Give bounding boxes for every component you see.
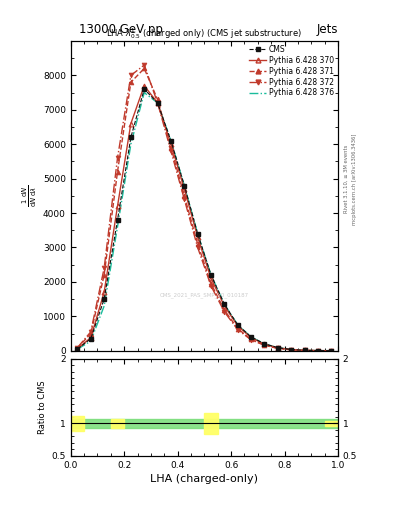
Title: LHA $\lambda^{1}_{0.5}$ (charged only) (CMS jet substructure): LHA $\lambda^{1}_{0.5}$ (charged only) (…	[107, 26, 302, 41]
Text: mcplots.cern.ch [arXiv:1306.3436]: mcplots.cern.ch [arXiv:1306.3436]	[352, 134, 357, 225]
Text: Rivet 3.1.10, ≥ 3M events: Rivet 3.1.10, ≥ 3M events	[344, 145, 349, 214]
Bar	[325, 421, 338, 426]
X-axis label: LHA (charged-only): LHA (charged-only)	[151, 474, 258, 484]
Y-axis label: Ratio to CMS: Ratio to CMS	[39, 380, 47, 434]
Bar	[204, 413, 218, 434]
Bar	[111, 419, 124, 428]
Y-axis label: $\frac{1}{\mathrm{d}N}\frac{\mathrm{d}N}{\mathrm{d}\lambda}$: $\frac{1}{\mathrm{d}N}\frac{\mathrm{d}N}…	[20, 185, 39, 207]
Legend: CMS, Pythia 6.428 370, Pythia 6.428 371, Pythia 6.428 372, Pythia 6.428 376: CMS, Pythia 6.428 370, Pythia 6.428 371,…	[248, 43, 336, 99]
Text: Jets: Jets	[316, 23, 338, 36]
Text: CMS_2021_PAS_SMP_20_010187: CMS_2021_PAS_SMP_20_010187	[160, 292, 249, 298]
Bar	[71, 419, 338, 428]
Bar	[71, 416, 84, 431]
Text: 13000 GeV pp: 13000 GeV pp	[79, 23, 162, 36]
